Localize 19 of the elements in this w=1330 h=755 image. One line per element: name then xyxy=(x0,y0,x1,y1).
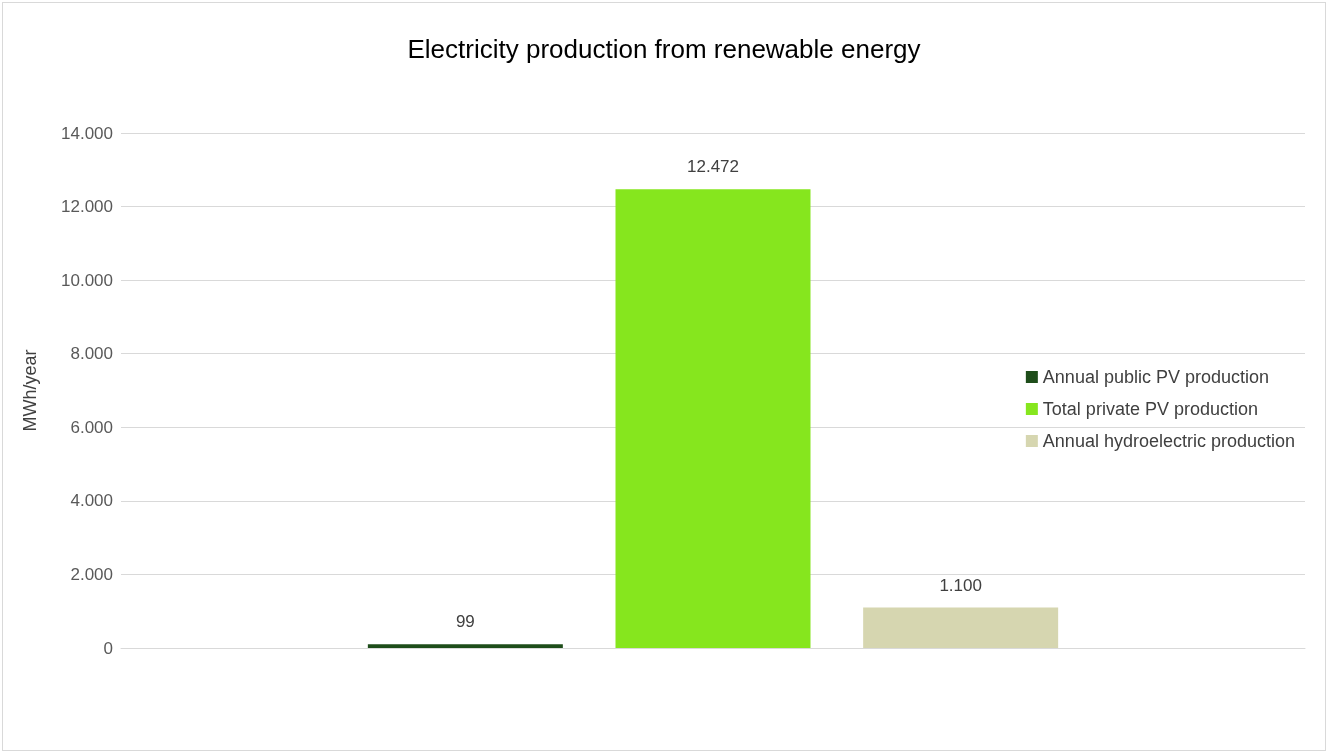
y-tick-label: 0 xyxy=(103,638,113,658)
y-tick-label: 6.000 xyxy=(70,417,113,437)
y-tick-label: 2.000 xyxy=(70,564,113,584)
legend-label: Annual hydroelectric production xyxy=(1042,431,1296,451)
data-label: 12.472 xyxy=(687,157,739,177)
data-label: 1.100 xyxy=(939,575,982,595)
data-label: 99 xyxy=(455,612,475,632)
chart-title: Electricity production from renewable energy xyxy=(407,34,921,64)
y-tick-label: 4.000 xyxy=(70,491,113,511)
bar xyxy=(863,607,1059,648)
legend-label: Annual public PV production xyxy=(1042,367,1270,387)
y-tick-label: 8.000 xyxy=(70,344,113,364)
y-tick-label: 12.000 xyxy=(61,197,113,217)
y-tick-label: 10.000 xyxy=(61,270,113,290)
legend-label: Total private PV production xyxy=(1042,399,1258,419)
y-tick-label: 14.000 xyxy=(61,123,113,143)
y-axis-title: MWh/year xyxy=(20,349,40,432)
bar xyxy=(615,189,811,648)
bar xyxy=(367,644,563,648)
